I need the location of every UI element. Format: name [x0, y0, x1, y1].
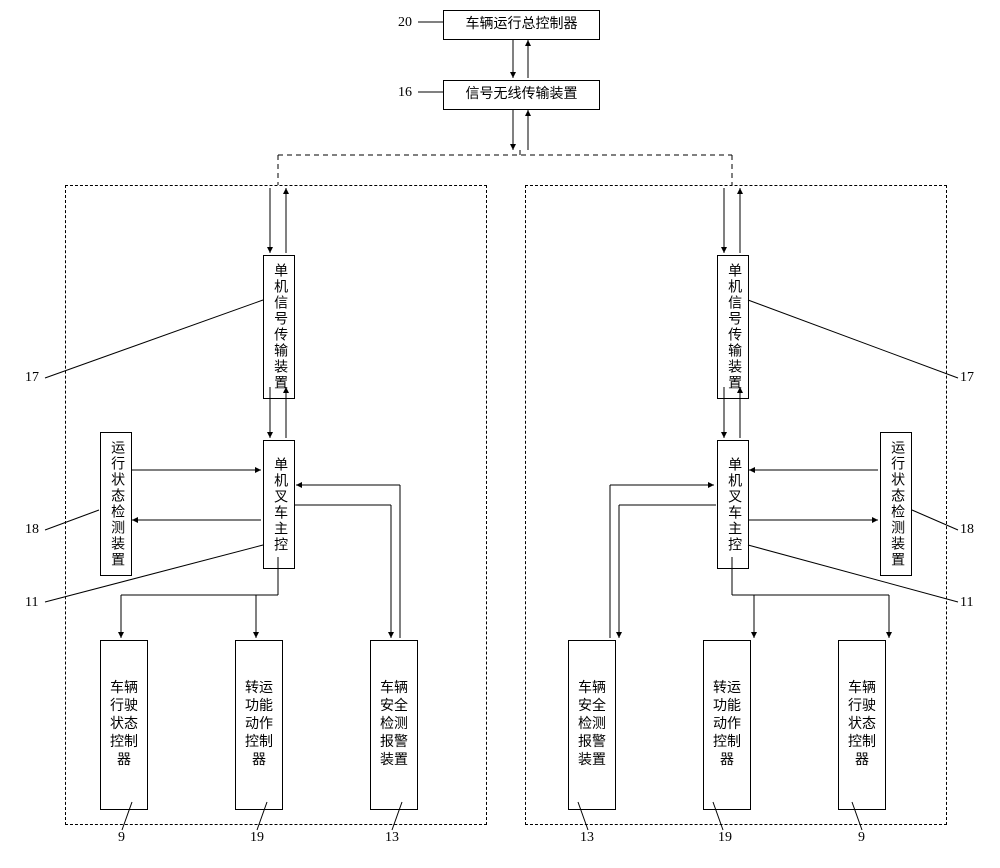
right-signal-box: 单机信号传输装置 [717, 255, 749, 399]
right-status-label: 运行状态检测装置 [887, 440, 905, 568]
left-transfer-box: 转运功能动作控制器 [235, 640, 283, 810]
r-num-13: 13 [580, 830, 594, 846]
right-main-box: 单机叉车主控 [717, 440, 749, 569]
right-main-label: 单机叉车主控 [724, 457, 742, 553]
l-num-17: 17 [25, 370, 39, 386]
r-num-17: 17 [960, 370, 974, 386]
right-status-box: 运行状态检测装置 [880, 432, 912, 576]
r-num-19: 19 [718, 830, 732, 846]
num-16: 16 [398, 85, 412, 101]
l-num-13: 13 [385, 830, 399, 846]
top-wireless-label: 信号无线传输装置 [466, 86, 578, 104]
left-safety-box: 车辆安全检测报警装置 [370, 640, 418, 810]
top-controller-box: 车辆运行总控制器 [443, 10, 600, 40]
left-status-box: 运行状态检测装置 [100, 432, 132, 576]
l-num-9: 9 [118, 830, 125, 846]
l-num-11: 11 [25, 595, 38, 611]
left-status-label: 运行状态检测装置 [107, 440, 125, 568]
left-drive-box: 车辆行驶状态控制器 [100, 640, 148, 810]
r-num-9: 9 [858, 830, 865, 846]
right-transfer-box: 转运功能动作控制器 [703, 640, 751, 810]
left-main-box: 单机叉车主控 [263, 440, 295, 569]
r-num-18: 18 [960, 522, 974, 538]
right-drive-box: 车辆行驶状态控制器 [838, 640, 886, 810]
left-signal-label: 单机信号传输装置 [270, 263, 288, 391]
l-num-19: 19 [250, 830, 264, 846]
top-wireless-box: 信号无线传输装置 [443, 80, 600, 110]
right-safety-box: 车辆安全检测报警装置 [568, 640, 616, 810]
top-controller-label: 车辆运行总控制器 [466, 16, 578, 34]
right-signal-label: 单机信号传输装置 [724, 263, 742, 391]
num-20: 20 [398, 15, 412, 31]
l-num-18: 18 [25, 522, 39, 538]
r-num-11: 11 [960, 595, 973, 611]
left-signal-box: 单机信号传输装置 [263, 255, 295, 399]
left-main-label: 单机叉车主控 [270, 457, 288, 553]
